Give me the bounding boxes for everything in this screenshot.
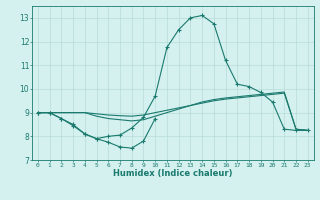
X-axis label: Humidex (Indice chaleur): Humidex (Indice chaleur) — [113, 169, 233, 178]
